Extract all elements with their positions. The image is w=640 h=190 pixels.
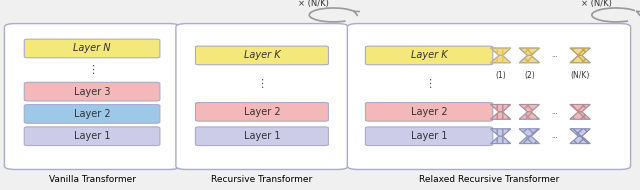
Text: (1): (1) — [495, 71, 506, 80]
Polygon shape — [490, 136, 511, 144]
Text: Layer 1: Layer 1 — [411, 131, 447, 141]
Polygon shape — [570, 48, 590, 55]
FancyBboxPatch shape — [348, 24, 630, 169]
FancyBboxPatch shape — [195, 127, 328, 146]
Polygon shape — [490, 105, 511, 112]
Polygon shape — [490, 55, 511, 63]
Text: Layer 2: Layer 2 — [411, 107, 447, 117]
Polygon shape — [519, 55, 540, 63]
FancyBboxPatch shape — [195, 46, 328, 65]
Polygon shape — [570, 55, 590, 63]
FancyBboxPatch shape — [365, 103, 493, 121]
Text: Layer 2: Layer 2 — [244, 107, 280, 117]
Polygon shape — [490, 129, 511, 136]
Text: ⋮: ⋮ — [424, 79, 435, 89]
Text: Layer K: Layer K — [411, 50, 447, 60]
Polygon shape — [519, 112, 540, 119]
Polygon shape — [490, 112, 511, 119]
Text: Layer 1: Layer 1 — [74, 131, 110, 141]
Text: ⋮: ⋮ — [257, 79, 268, 89]
Polygon shape — [570, 112, 590, 119]
Text: ...: ... — [551, 109, 558, 115]
Text: ...: ... — [551, 52, 558, 58]
FancyBboxPatch shape — [4, 24, 180, 169]
Text: Layer 3: Layer 3 — [74, 87, 110, 97]
Text: Layer N: Layer N — [74, 44, 111, 53]
Text: Layer K: Layer K — [244, 50, 280, 60]
Text: ...: ... — [551, 133, 558, 139]
FancyBboxPatch shape — [365, 46, 493, 65]
FancyBboxPatch shape — [24, 82, 160, 101]
FancyBboxPatch shape — [176, 24, 348, 169]
Polygon shape — [519, 105, 540, 112]
FancyBboxPatch shape — [24, 39, 160, 58]
FancyBboxPatch shape — [365, 127, 493, 146]
FancyBboxPatch shape — [195, 103, 328, 121]
Polygon shape — [570, 129, 590, 136]
Polygon shape — [519, 129, 540, 136]
Text: × (N/K): × (N/K) — [298, 0, 330, 8]
Text: (N/K): (N/K) — [570, 71, 590, 80]
Text: Layer 2: Layer 2 — [74, 109, 110, 119]
Polygon shape — [570, 105, 590, 112]
Polygon shape — [519, 136, 540, 144]
Polygon shape — [570, 136, 590, 144]
Text: (2): (2) — [524, 71, 534, 80]
Text: Recursive Transformer: Recursive Transformer — [211, 175, 312, 184]
Text: Vanilla Transformer: Vanilla Transformer — [49, 175, 136, 184]
Text: Layer 1: Layer 1 — [244, 131, 280, 141]
Text: Relaxed Recursive Transformer: Relaxed Recursive Transformer — [419, 175, 559, 184]
Polygon shape — [490, 48, 511, 55]
FancyBboxPatch shape — [24, 127, 160, 146]
Polygon shape — [519, 48, 540, 55]
Text: × (N/K): × (N/K) — [581, 0, 612, 8]
FancyBboxPatch shape — [24, 105, 160, 123]
Text: ⋮: ⋮ — [86, 65, 98, 75]
